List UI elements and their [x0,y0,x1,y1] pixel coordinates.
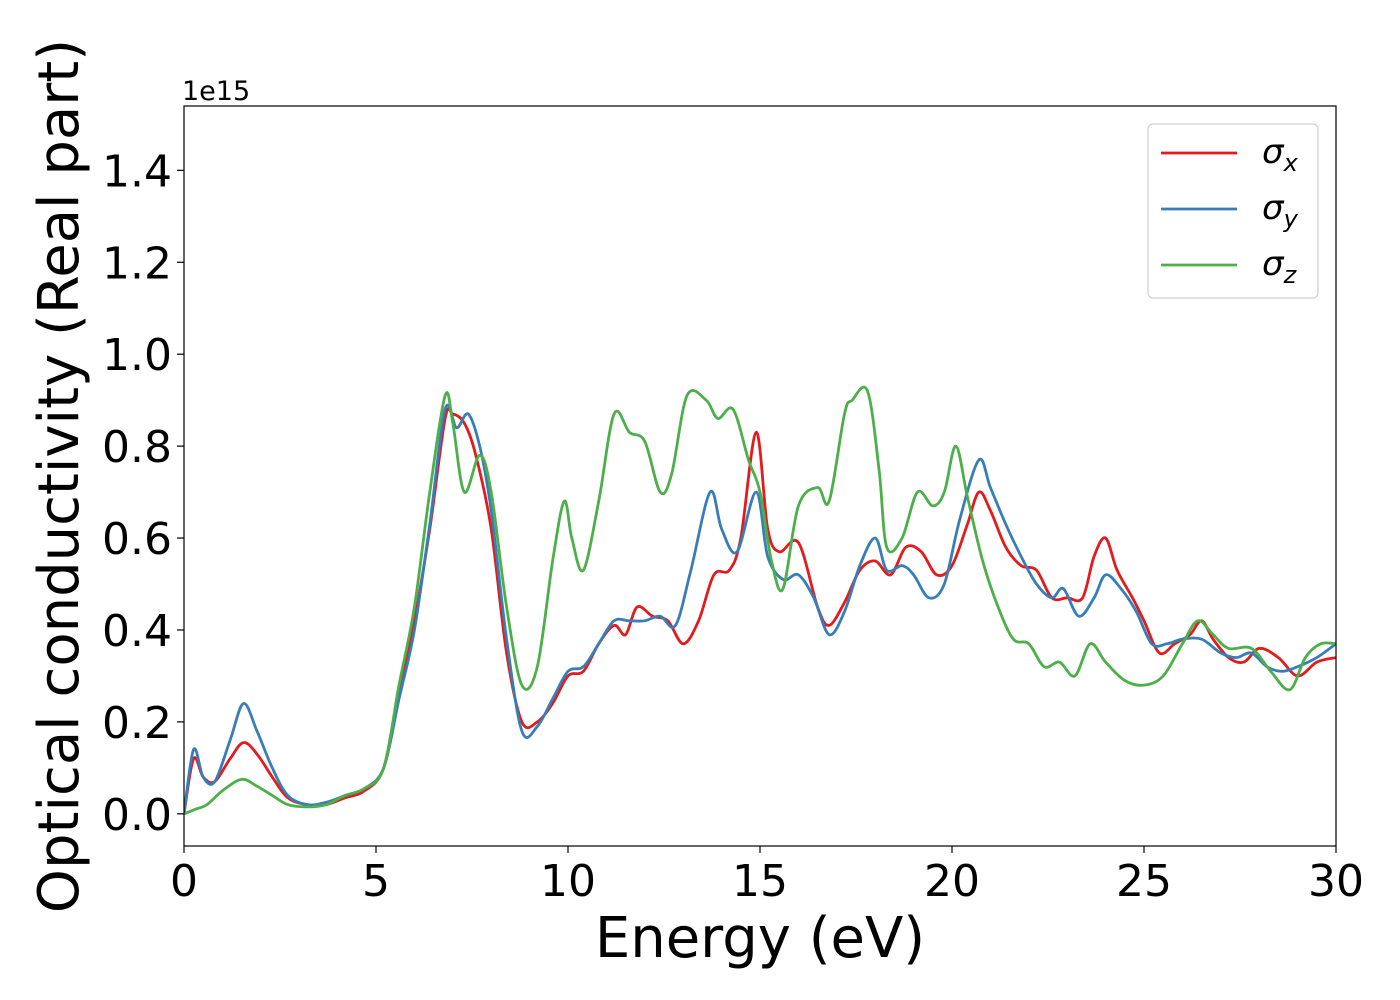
legend: σx σy σz [1147,123,1319,299]
legend-box [1147,123,1319,299]
x-tick-label: 20 [924,856,980,907]
x-tick-label: 30 [1308,856,1364,907]
y-tick-label: 0.4 [102,606,172,657]
legend-label-x: σx [1262,132,1299,177]
y-tick-label: 0.0 [102,790,172,841]
y-tick-label: 0.2 [102,698,172,749]
x-tick-label: 25 [1116,856,1172,907]
legend-label-z: σz [1262,244,1298,289]
y-axis-label: Optical conductivity (Real part) [27,39,92,913]
series-layer [184,385,1336,816]
y-tick-label: 0.6 [102,514,172,565]
y-axis-ticks: 0.0 0.2 0.4 0.6 0.8 1.0 1.2 1.4 [102,146,184,841]
y-tick-label: 1.4 [102,146,172,197]
y-offset-label: 1e15 [182,76,250,107]
y-tick-label: 0.8 [102,422,172,473]
x-tick-label: 5 [362,856,390,907]
plot-background [184,106,1336,846]
y-tick-label: 1.2 [102,238,172,289]
y-tick-label: 1.0 [102,330,172,381]
x-tick-label: 15 [732,856,788,907]
x-axis-label: Energy (eV) [595,906,925,971]
legend-label-y: σy [1262,188,1299,233]
series-line-z [184,385,1336,816]
x-tick-label: 0 [170,856,198,907]
x-tick-label: 10 [540,856,596,907]
x-axis-ticks: 0 5 10 15 20 25 30 [170,846,1364,907]
